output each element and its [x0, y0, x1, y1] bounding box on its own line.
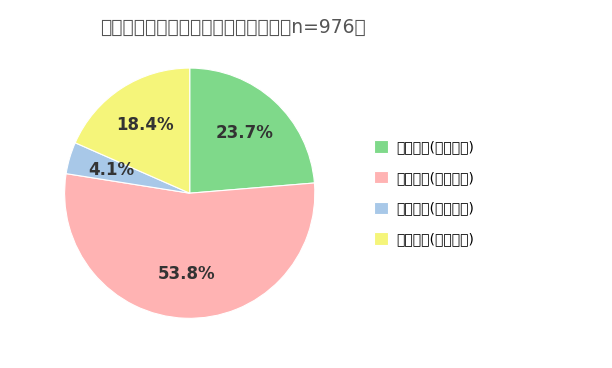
Text: 53.8%: 53.8%: [158, 265, 215, 283]
Text: 23.7%: 23.7%: [216, 124, 274, 142]
Wedge shape: [65, 174, 315, 318]
Text: 18.4%: 18.4%: [116, 116, 174, 134]
Wedge shape: [190, 68, 315, 193]
Legend: 興味あり(経験あり), 興味あり(経験なし), 興味なし(経験あり), 興味なし(経験なし): 興味あり(経験あり), 興味あり(経験なし), 興味なし(経験あり), 興味なし…: [368, 135, 480, 252]
Text: テレワークへの関心と経験について（n=976）: テレワークへの関心と経験について（n=976）: [100, 18, 365, 38]
Wedge shape: [75, 68, 190, 193]
Text: 4.1%: 4.1%: [89, 161, 135, 179]
Wedge shape: [66, 143, 190, 193]
